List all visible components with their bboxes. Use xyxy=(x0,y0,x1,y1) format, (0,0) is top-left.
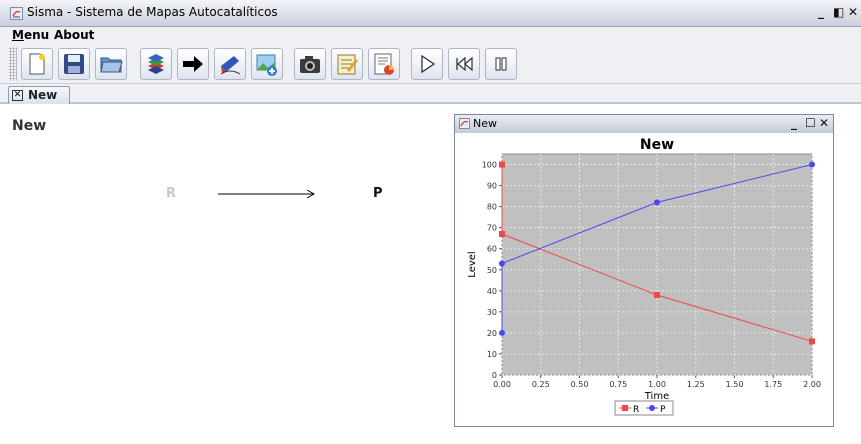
series-point-R xyxy=(809,338,815,345)
chart-minimize-button[interactable]: _ xyxy=(791,116,797,130)
line-chart: New 0.00 0.25 0.50 0.75 1.00 1.25 1.50 1.75 2.00 0… xyxy=(467,137,821,416)
series-point-R xyxy=(499,230,505,237)
menu-menu-rest: enu xyxy=(23,28,50,42)
y-axis-label: Level xyxy=(467,251,478,277)
java-app-icon xyxy=(10,7,23,20)
series-point-R xyxy=(654,292,660,299)
edit-shape-button[interactable] xyxy=(214,48,246,80)
series-point-R xyxy=(499,161,505,168)
layers-icon xyxy=(148,54,164,74)
open-button[interactable] xyxy=(95,48,127,80)
x-tick-label: 0.00 xyxy=(493,380,511,389)
series-line-R xyxy=(501,164,813,342)
y-tick-label: 90 xyxy=(487,182,497,191)
x-tick-label: 1.25 xyxy=(687,380,705,389)
chart-maximize-button[interactable]: ☐ xyxy=(805,116,816,130)
legend-entry-P: P xyxy=(660,405,666,415)
node-reactant[interactable]: R xyxy=(166,186,177,201)
legend-entry-R: R xyxy=(633,405,639,415)
y-tick-label: 10 xyxy=(487,350,497,359)
menu-menu[interactable]: Menu xyxy=(12,28,49,42)
window-title-bar: Sisma - Sistema de Mapas Autocatalíticos… xyxy=(0,0,861,27)
tab-label: New xyxy=(28,88,58,102)
report-icon xyxy=(374,53,394,75)
legend-marker-P xyxy=(649,405,655,411)
y-tick-label: 50 xyxy=(487,266,497,275)
menu-menu-mnemonic: M xyxy=(12,28,24,42)
chart-title: New xyxy=(640,137,674,153)
series-point-P xyxy=(499,260,505,267)
series-line-P xyxy=(501,164,813,333)
legend-marker-R xyxy=(622,405,628,411)
java-app-icon xyxy=(459,118,470,129)
snapshot-button[interactable] xyxy=(294,48,326,80)
new-file-icon xyxy=(29,53,45,75)
series-point-P xyxy=(499,329,505,336)
report-button[interactable] xyxy=(368,48,400,80)
series-point-P xyxy=(654,199,660,206)
x-tick-label: 0.75 xyxy=(609,380,627,389)
add-image-button[interactable] xyxy=(251,48,283,80)
x-tick-label: 0.25 xyxy=(532,380,550,389)
x-tick-label: 0.50 xyxy=(571,380,589,389)
notepad-icon xyxy=(337,54,358,75)
pause-icon xyxy=(495,57,507,71)
y-tick-label: 70 xyxy=(487,224,497,233)
play-icon xyxy=(421,54,436,74)
document-tabs: ✕ New xyxy=(0,84,861,104)
maximize-button[interactable]: ◧ xyxy=(833,5,845,19)
menu-bar: Menu About xyxy=(0,27,861,44)
rewind-button[interactable] xyxy=(448,48,480,80)
series-point-P xyxy=(809,161,815,168)
legend xyxy=(614,400,674,416)
map-title: New xyxy=(12,118,47,134)
chart-window-title-bar[interactable]: New _ ☐ ✕ xyxy=(455,115,833,133)
save-icon xyxy=(64,54,84,74)
pause-button[interactable] xyxy=(485,48,517,80)
tab-close-icon[interactable]: ✕ xyxy=(12,90,23,101)
play-button[interactable] xyxy=(411,48,443,80)
minimize-button[interactable]: _ xyxy=(818,5,824,19)
x-tick-label: 1.00 xyxy=(648,380,666,389)
add-image-icon xyxy=(256,54,277,76)
chart-close-button[interactable]: ✕ xyxy=(819,116,830,130)
camera-icon xyxy=(300,56,320,73)
tab-new[interactable]: ✕ New xyxy=(8,86,70,104)
open-folder-icon xyxy=(100,57,123,73)
y-tick-label: 60 xyxy=(487,245,497,254)
x-tick-label: 1.75 xyxy=(764,380,782,389)
y-tick-label: 80 xyxy=(487,203,497,212)
rewind-icon xyxy=(456,56,473,72)
close-button[interactable]: ✕ xyxy=(848,5,859,19)
x-tick-label: 2.00 xyxy=(803,380,821,389)
x-axis-label: Time xyxy=(644,391,669,402)
y-tick-label: 20 xyxy=(487,329,497,338)
layers-button[interactable] xyxy=(140,48,172,80)
reaction-arrow[interactable] xyxy=(214,188,318,200)
menu-about[interactable]: About xyxy=(54,28,95,42)
chart-window-title: New xyxy=(473,117,497,130)
toolbar xyxy=(0,44,861,84)
window-title: Sisma - Sistema de Mapas Autocatalíticos xyxy=(27,5,278,19)
notes-button[interactable] xyxy=(331,48,363,80)
toolbar-grip[interactable] xyxy=(9,47,17,81)
save-button[interactable] xyxy=(58,48,90,80)
y-tick-label: 40 xyxy=(487,287,497,296)
x-tick-label: 1.50 xyxy=(726,380,744,389)
node-product[interactable]: P xyxy=(373,186,383,201)
arrow-tool-button[interactable] xyxy=(177,48,209,80)
edit-shape-icon xyxy=(220,56,241,75)
y-tick-label: 30 xyxy=(487,308,497,317)
y-tick-label: 0 xyxy=(492,371,497,380)
y-tick-label: 100 xyxy=(482,161,497,170)
new-button[interactable] xyxy=(21,48,53,80)
arrow-icon xyxy=(183,56,203,72)
chart-window[interactable]: New _ ☐ ✕ New 0.00 0.25 0.50 0.75 1.00 1.25 1.5… xyxy=(454,114,834,427)
